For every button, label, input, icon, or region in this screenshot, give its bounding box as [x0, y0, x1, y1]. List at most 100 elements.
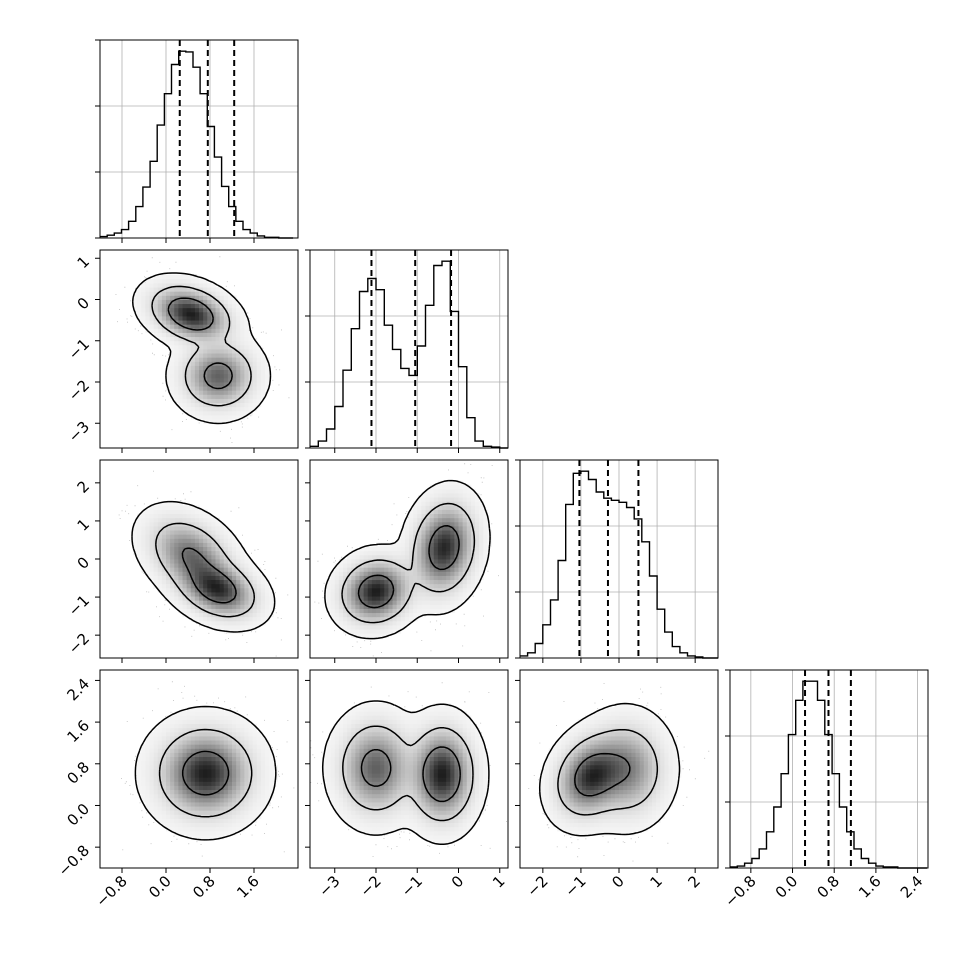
density-cell	[145, 517, 150, 523]
density-cell	[223, 357, 229, 362]
density-cell	[194, 299, 200, 305]
density-cell	[355, 596, 360, 601]
density-cell	[384, 822, 389, 828]
density-cell	[429, 579, 435, 585]
density-cell	[643, 818, 649, 824]
density-cell	[425, 608, 431, 614]
density-cell	[252, 579, 258, 585]
density-cell	[409, 604, 414, 609]
density-cell	[400, 814, 406, 819]
density-cell	[413, 781, 418, 786]
density-cell	[207, 707, 212, 712]
density-cell	[227, 340, 233, 346]
density-cell	[227, 612, 233, 618]
density-cell	[170, 752, 175, 758]
density-cell	[417, 818, 422, 824]
density-cell	[190, 723, 196, 729]
density-cell	[153, 769, 159, 774]
density-cell	[413, 744, 418, 749]
density-cell	[458, 744, 464, 749]
density-cell	[388, 814, 393, 819]
density-cell	[219, 830, 225, 836]
density-cell	[413, 604, 418, 609]
density-cell	[232, 731, 237, 737]
density-cell	[170, 785, 175, 791]
density-cell	[153, 550, 159, 556]
density-cell	[557, 822, 562, 828]
density-cell	[437, 596, 443, 601]
density-cell	[219, 781, 225, 786]
density-cell	[548, 806, 554, 811]
density-cell	[359, 600, 365, 605]
density-cell	[470, 814, 476, 819]
density-cell	[656, 797, 661, 803]
density-cell	[182, 349, 188, 354]
density-cell	[479, 571, 484, 576]
density-cell	[182, 769, 188, 774]
density-cell	[232, 365, 237, 371]
density-cell	[207, 802, 212, 807]
density-cell	[211, 802, 216, 807]
x-tick-label: 0.8	[813, 872, 843, 902]
density-cell	[590, 818, 595, 824]
density-cell	[421, 744, 426, 749]
density-cell	[252, 592, 258, 597]
density-cell	[203, 546, 208, 552]
density-cell	[400, 600, 406, 605]
density-cell	[166, 736, 171, 741]
density-cell	[483, 521, 488, 527]
density-cell	[207, 521, 212, 527]
density-cell	[203, 394, 208, 399]
density-cell	[338, 616, 344, 622]
density-cell	[594, 810, 599, 815]
density-cell	[153, 781, 159, 786]
density-cell	[413, 777, 418, 782]
density-cell	[363, 571, 369, 576]
density-cell	[252, 781, 258, 786]
density-cell	[380, 579, 385, 585]
density-cell	[446, 810, 451, 815]
density-cell	[652, 802, 657, 807]
density-cell	[462, 501, 468, 506]
density-cell	[425, 822, 431, 828]
density-cell	[479, 802, 484, 807]
density-cell	[186, 377, 192, 383]
density-cell	[178, 278, 183, 284]
density-cell	[376, 777, 381, 782]
density-cell	[256, 608, 262, 614]
density-cell	[145, 567, 150, 572]
density-cell	[544, 781, 550, 786]
density-cell	[227, 744, 233, 749]
density-cell	[227, 789, 233, 795]
density-cell	[627, 810, 632, 815]
density-cell	[157, 328, 163, 333]
density-cell	[227, 797, 233, 803]
density-cell	[236, 715, 241, 720]
density-cell	[376, 559, 381, 564]
density-cell	[425, 797, 431, 803]
density-cell	[153, 311, 159, 317]
density-cell	[194, 715, 200, 720]
density-cell	[458, 501, 464, 506]
density-cell	[182, 719, 188, 725]
density-cell	[203, 402, 208, 408]
density-cell	[157, 513, 163, 519]
density-cell	[223, 567, 229, 572]
density-cell	[236, 311, 241, 317]
density-cell	[248, 567, 254, 572]
density-cell	[409, 517, 414, 523]
density-cell	[433, 789, 439, 795]
density-cell	[437, 604, 443, 609]
density-cell	[186, 777, 192, 782]
density-cell	[643, 797, 649, 803]
density-cell	[145, 736, 150, 741]
density-cell	[182, 806, 188, 811]
density-cell	[479, 513, 484, 519]
density-cell	[145, 777, 150, 782]
density-cell	[466, 752, 472, 758]
density-cell	[211, 390, 216, 395]
density-cell	[219, 769, 225, 774]
density-cell	[207, 785, 212, 791]
density-cell	[338, 727, 344, 733]
density-cell	[174, 344, 179, 350]
